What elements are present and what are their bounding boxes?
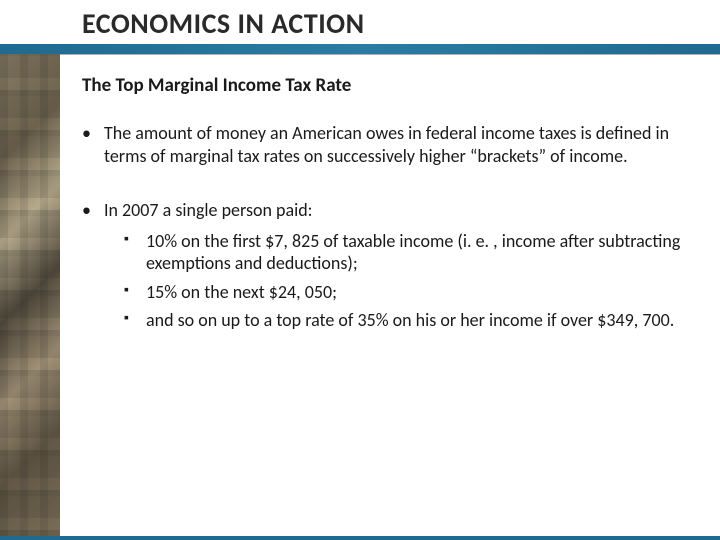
sub-bullet-list: 10% on the first $7, 825 of taxable inco… bbox=[104, 230, 682, 332]
sub-bullet-text: 15% on the next $24, 050; bbox=[146, 281, 337, 303]
bullet-text: The amount of money an American owes in … bbox=[104, 122, 669, 167]
bullet-item: The amount of money an American owes in … bbox=[104, 122, 682, 167]
sub-bullet-item: 15% on the next $24, 050; bbox=[146, 281, 682, 304]
bullet-item: In 2007 a single person paid: 10% on the… bbox=[104, 199, 682, 332]
slide-subtitle: The Top Marginal Income Tax Rate bbox=[82, 74, 351, 97]
title-separator bbox=[60, 54, 720, 55]
left-photo-strip bbox=[0, 54, 60, 536]
sub-bullet-text: and so on up to a top rate of 35% on his… bbox=[146, 309, 674, 331]
title-band bbox=[0, 44, 720, 54]
slide-body: The amount of money an American owes in … bbox=[82, 122, 682, 364]
sub-bullet-text: 10% on the first $7, 825 of taxable inco… bbox=[146, 230, 680, 275]
bullet-list: The amount of money an American owes in … bbox=[82, 122, 682, 332]
slide-title: ECONOMICS IN ACTION bbox=[82, 6, 365, 41]
bullet-text: In 2007 a single person paid: bbox=[104, 199, 313, 221]
slide: ECONOMICS IN ACTION The Top Marginal Inc… bbox=[0, 0, 720, 540]
sub-bullet-item: 10% on the first $7, 825 of taxable inco… bbox=[146, 230, 682, 275]
sub-bullet-item: and so on up to a top rate of 35% on his… bbox=[146, 309, 682, 332]
